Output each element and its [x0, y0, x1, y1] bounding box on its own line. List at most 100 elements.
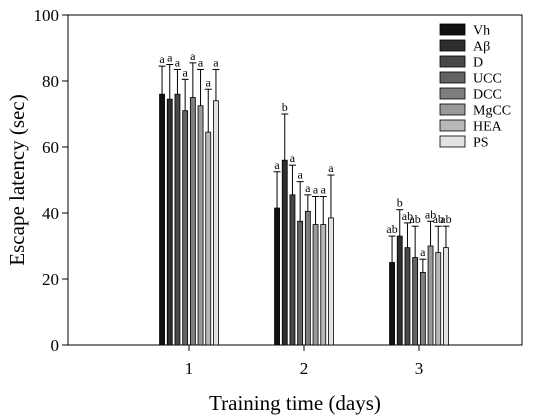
significance-label: a [313, 183, 319, 197]
bar [166, 98, 173, 346]
bar-group-a: b [396, 196, 404, 346]
legend-label: PS [473, 136, 489, 151]
bar-group-vh: ab [386, 222, 398, 346]
significance-label: a [328, 161, 334, 175]
legend-label: MgCC [473, 104, 511, 119]
y-tick-label: 0 [51, 336, 60, 355]
bar-group-ps: ab [440, 212, 452, 346]
legend-swatch [439, 55, 466, 68]
bar-group-mgcc: ab [425, 207, 436, 346]
bar-group-mgcc: a [312, 183, 320, 346]
significance-label: a [420, 245, 426, 259]
bar [174, 93, 181, 346]
significance-label: a [182, 65, 188, 79]
legend-label: Aβ [473, 40, 490, 55]
bar-group-hea: a [319, 183, 327, 346]
significance-label: ab [425, 207, 436, 221]
x-axis-title: Training time (days) [209, 391, 381, 415]
y-tick-label: 100 [34, 6, 60, 25]
bar [297, 220, 304, 346]
bar [189, 97, 196, 346]
bar-group-hea: a [204, 75, 212, 346]
bar-group-ucc: ab [409, 212, 421, 346]
legend-label: HEA [473, 120, 503, 135]
significance-label: a [290, 151, 296, 165]
x-tick-label: 2 [300, 359, 309, 378]
legend-swatch [439, 39, 466, 52]
bar [159, 93, 165, 346]
legend-swatch [439, 71, 466, 84]
x-tick-label: 3 [415, 359, 424, 378]
legend-label: Vh [473, 24, 490, 39]
bar [213, 100, 219, 346]
bar [404, 247, 411, 346]
bar-group-mgcc: a [197, 55, 205, 346]
bar-group-ps: a [212, 55, 220, 346]
bar-group-vh: a [158, 52, 166, 346]
significance-label: a [321, 183, 327, 197]
significance-label: ab [402, 209, 413, 223]
significance-label: ab [386, 222, 397, 236]
significance-label: a [190, 49, 196, 63]
significance-label: a [167, 51, 173, 65]
bar [328, 217, 334, 346]
x-tick-label: 1 [185, 359, 194, 378]
bar-group-hea: ab [433, 212, 444, 346]
bar [427, 245, 434, 346]
bar-group-dcc: a [189, 49, 197, 346]
legend-swatch [439, 135, 466, 148]
bar [281, 159, 288, 346]
bar [205, 131, 212, 346]
significance-label: a [206, 75, 212, 89]
bar [419, 271, 426, 346]
significance-label: b [282, 100, 288, 114]
legend-label: D [473, 56, 483, 71]
y-tick-label: 40 [42, 204, 59, 223]
legend-label: DCC [473, 88, 502, 103]
bar-group-a: b [281, 100, 289, 346]
legend-swatch [439, 23, 466, 36]
bar-group-dcc: a [304, 181, 312, 346]
significance-label: a [305, 181, 311, 195]
bar-group-vh: a [273, 158, 281, 346]
bar-group-d: ab [402, 209, 413, 346]
legend-swatch [439, 87, 466, 100]
bar [435, 252, 442, 346]
significance-label: a [213, 55, 219, 69]
bar [443, 247, 449, 346]
bar-group-ps: a [327, 161, 335, 346]
significance-label: a [175, 55, 181, 69]
y-tick-label: 80 [42, 72, 59, 91]
bar [396, 235, 403, 346]
bar [412, 257, 419, 346]
bar [274, 207, 280, 346]
bar-group-ucc: a [296, 168, 304, 346]
y-axis-title: Escape latency (sec) [5, 94, 29, 265]
significance-label: b [397, 196, 403, 210]
bar-group-dcc: a [419, 245, 427, 346]
bar [304, 210, 311, 346]
legend-swatch [439, 103, 466, 116]
significance-label: a [297, 168, 303, 182]
bar-group-a: a [166, 51, 174, 346]
significance-label: ab [433, 212, 444, 226]
bar [182, 110, 189, 346]
bar [320, 224, 327, 346]
bar [289, 194, 296, 346]
significance-label: ab [440, 212, 451, 226]
bar-group-ucc: a [181, 65, 189, 346]
bar [389, 262, 395, 346]
significance-label: a [198, 55, 204, 69]
bar [197, 105, 204, 346]
y-tick-label: 20 [42, 270, 59, 289]
bar-group-d: a [173, 55, 181, 346]
significance-label: a [159, 52, 165, 66]
legend-swatch [439, 119, 466, 132]
significance-label: a [274, 158, 280, 172]
legend-label: UCC [473, 72, 502, 87]
significance-label: ab [409, 212, 420, 226]
y-tick-label: 60 [42, 138, 59, 157]
